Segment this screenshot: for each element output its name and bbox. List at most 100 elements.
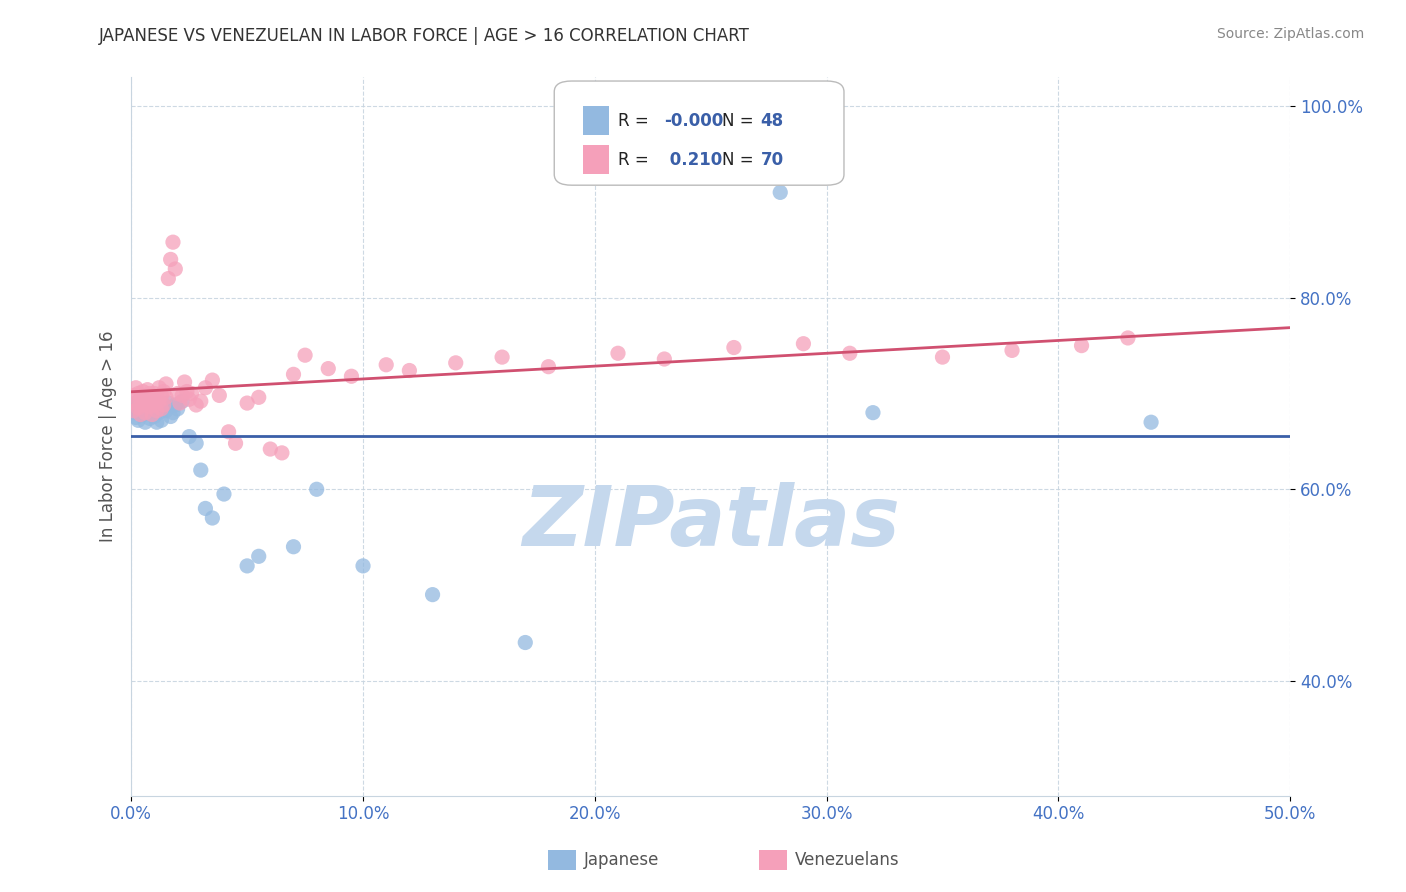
Point xyxy=(159,252,181,267)
Point xyxy=(169,396,191,410)
Point xyxy=(180,386,202,401)
Point xyxy=(155,376,177,391)
Point xyxy=(316,361,339,376)
Point xyxy=(132,398,155,412)
Text: Source: ZipAtlas.com: Source: ZipAtlas.com xyxy=(1216,27,1364,41)
Point xyxy=(148,394,170,409)
Point xyxy=(136,406,159,420)
Point xyxy=(122,406,145,420)
Point xyxy=(186,436,208,450)
Y-axis label: In Labor Force | Age > 16: In Labor Force | Age > 16 xyxy=(100,331,117,542)
Point xyxy=(352,558,374,573)
Point xyxy=(607,346,630,360)
Point xyxy=(294,348,316,362)
Point xyxy=(931,350,953,364)
Point xyxy=(134,390,156,404)
Point xyxy=(143,409,166,424)
Point xyxy=(305,483,328,497)
Point xyxy=(125,396,148,410)
Point xyxy=(132,408,155,422)
Point xyxy=(247,390,270,404)
Point xyxy=(148,396,170,410)
Point xyxy=(143,386,166,401)
Point xyxy=(145,415,167,429)
Point xyxy=(145,390,167,404)
Point xyxy=(201,511,224,525)
Point xyxy=(1140,415,1163,429)
Point xyxy=(157,271,180,285)
Point xyxy=(838,346,860,360)
Text: N =: N = xyxy=(723,112,759,129)
Point xyxy=(129,403,152,417)
Point xyxy=(127,401,149,415)
Text: R =: R = xyxy=(619,151,654,169)
Point xyxy=(125,410,148,425)
Point xyxy=(134,401,156,415)
Point xyxy=(150,401,173,416)
Point xyxy=(141,406,163,420)
Text: JAPANESE VS VENEZUELAN IN LABOR FORCE | AGE > 16 CORRELATION CHART: JAPANESE VS VENEZUELAN IN LABOR FORCE | … xyxy=(98,27,749,45)
Point xyxy=(148,381,170,395)
Point xyxy=(515,635,537,649)
Point xyxy=(139,411,162,425)
Point xyxy=(141,408,163,422)
Point xyxy=(1001,343,1024,358)
FancyBboxPatch shape xyxy=(554,81,844,186)
Point xyxy=(165,398,187,412)
Point xyxy=(218,425,240,439)
Point xyxy=(236,396,259,410)
Point xyxy=(225,436,247,450)
Point xyxy=(165,262,187,277)
Point xyxy=(143,398,166,412)
Point xyxy=(148,406,170,420)
Point xyxy=(134,406,156,420)
Point xyxy=(236,558,259,573)
Point xyxy=(136,396,159,410)
Text: Japanese: Japanese xyxy=(583,851,659,869)
Point xyxy=(152,398,174,412)
Point xyxy=(136,383,159,397)
Point xyxy=(172,394,194,409)
Point xyxy=(162,235,184,249)
Text: 48: 48 xyxy=(761,112,783,129)
Text: -0.000: -0.000 xyxy=(665,112,724,129)
Point xyxy=(132,394,155,409)
Text: R =: R = xyxy=(619,112,654,129)
Point xyxy=(122,401,145,415)
Point xyxy=(145,401,167,416)
Point xyxy=(194,501,217,516)
Point xyxy=(139,400,162,414)
Point xyxy=(194,381,217,395)
Point xyxy=(129,392,152,406)
Point xyxy=(132,384,155,399)
Point xyxy=(1116,331,1139,345)
Point xyxy=(134,415,156,429)
Point xyxy=(145,403,167,417)
Point xyxy=(150,413,173,427)
Text: 0.210: 0.210 xyxy=(665,151,723,169)
Point xyxy=(155,403,177,417)
Point xyxy=(136,396,159,410)
Point xyxy=(201,373,224,387)
Point xyxy=(444,356,467,370)
Point xyxy=(139,386,162,401)
Point xyxy=(398,363,420,377)
Point xyxy=(491,350,513,364)
Point xyxy=(723,341,745,355)
Point xyxy=(141,398,163,412)
Point xyxy=(375,358,398,372)
FancyBboxPatch shape xyxy=(583,106,609,135)
Point xyxy=(129,392,152,407)
Point xyxy=(172,388,194,402)
Text: N =: N = xyxy=(723,151,759,169)
Point xyxy=(283,540,305,554)
Point xyxy=(125,381,148,395)
Point xyxy=(157,396,180,410)
Point xyxy=(159,409,181,424)
Point xyxy=(162,406,184,420)
Point xyxy=(179,429,201,443)
Point xyxy=(127,386,149,401)
Point xyxy=(143,394,166,409)
Point xyxy=(271,446,294,460)
Point xyxy=(150,388,173,402)
